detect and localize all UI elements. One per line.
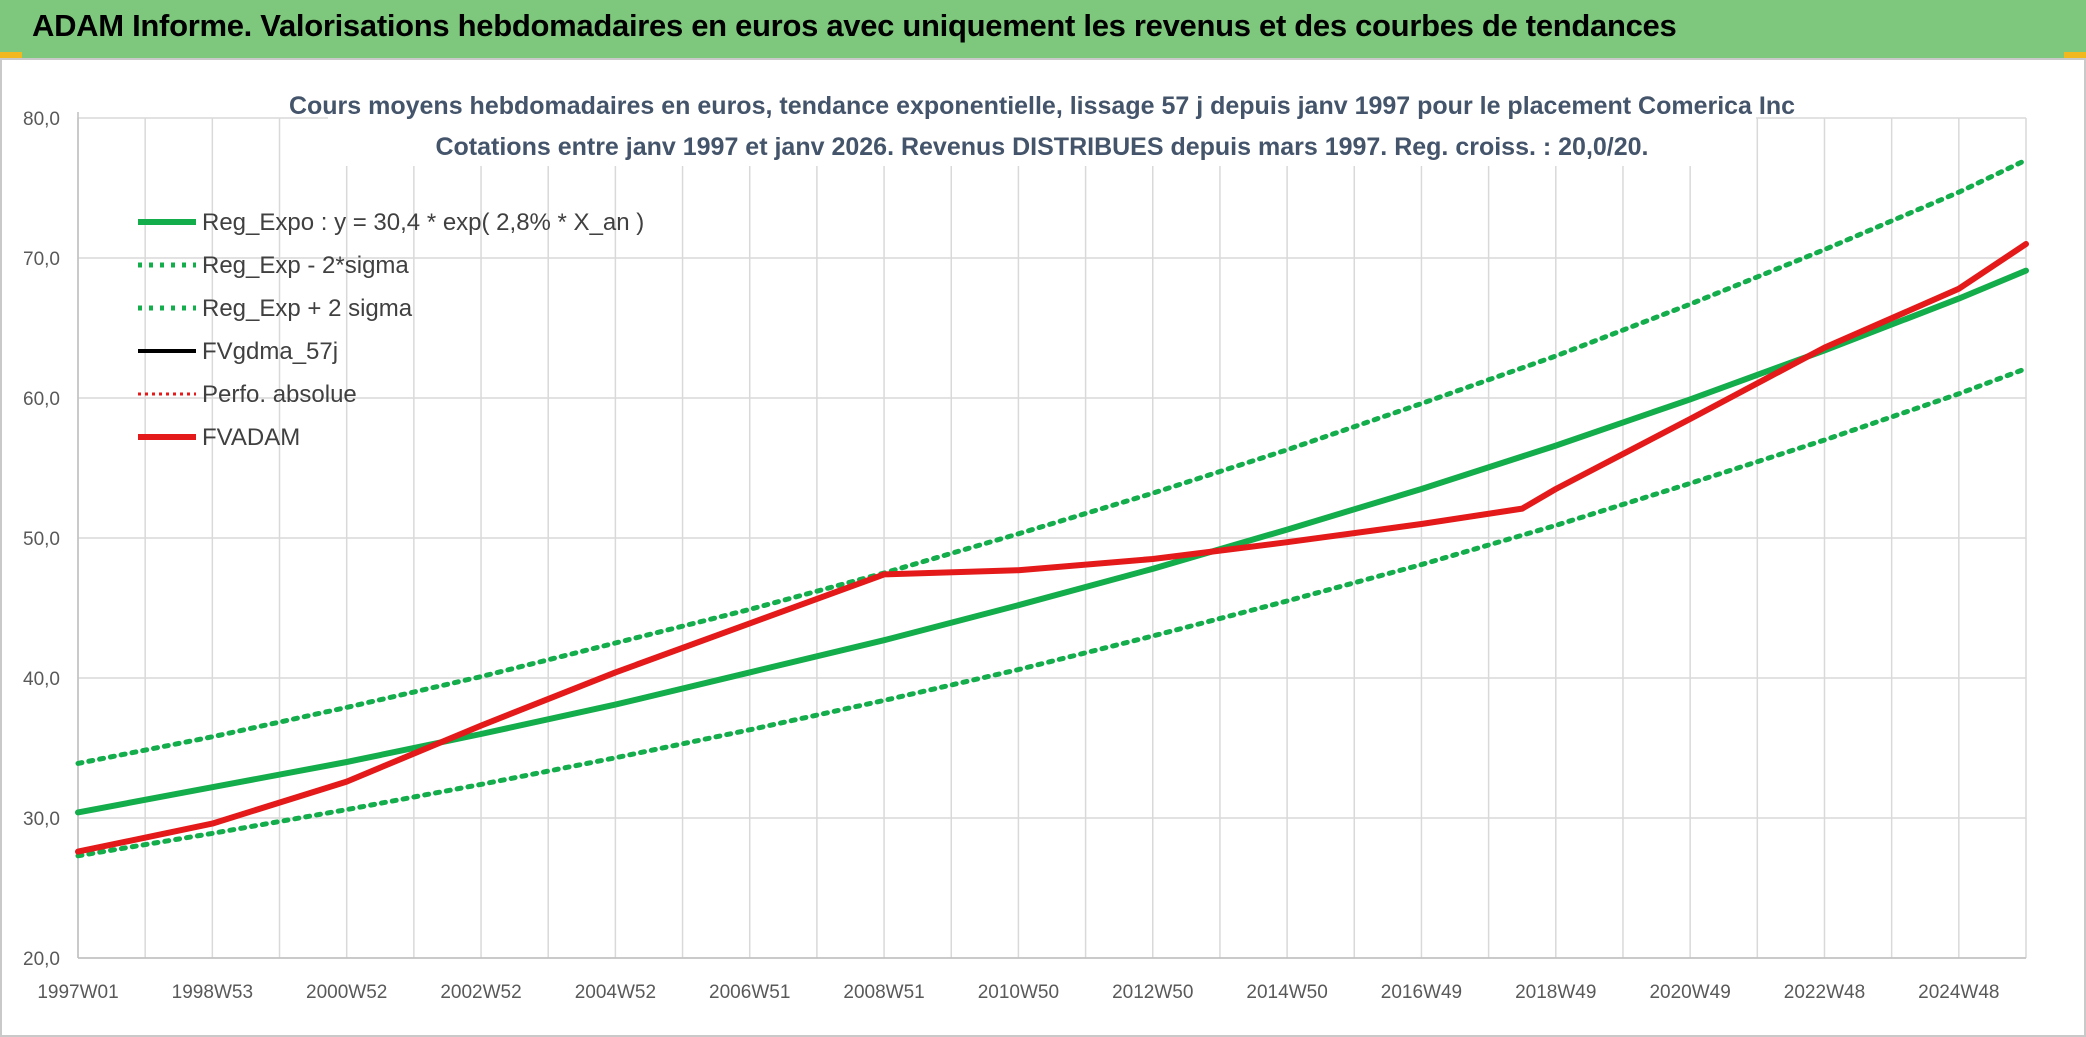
title-layer: Cours moyens hebdomadaires en euros, ten…	[289, 86, 1795, 166]
x-tick-label: 2020W49	[1649, 982, 1730, 1003]
x-tick-label: 2018W49	[1515, 982, 1596, 1003]
chart-title: Cours moyens hebdomadaires en euros, ten…	[289, 92, 1795, 120]
page-title: ADAM Informe. Valorisations hebdomadaire…	[32, 8, 1677, 43]
chart-subtitle: Cotations entre janv 1997 et janv 2026. …	[435, 133, 1648, 161]
legend-label: Reg_Exp + 2 sigma	[202, 295, 413, 322]
x-tick-label: 2014W50	[1246, 982, 1327, 1003]
chart-frame	[0, 58, 2086, 1037]
series-line-1	[75, 267, 2029, 816]
series-line-2	[75, 366, 2029, 859]
x-tick-label: 2000W52	[306, 982, 387, 1003]
x-tick-label: 1997W01	[37, 982, 118, 1003]
axis-layer: 20,0 30,0 40,0 50,0 60,0 70,0 80,0 1997W01 1998W…	[23, 109, 2026, 1003]
title-banner: ADAM Informe. Valorisations hebdomadaire…	[0, 0, 2086, 58]
x-tick-label: 2022W48	[1784, 982, 1865, 1003]
y-tick-label: 30,0	[23, 809, 60, 830]
y-tick-label: 20,0	[23, 949, 60, 970]
x-tick-label: 1998W53	[172, 982, 253, 1003]
x-tick-label: 2006W51	[709, 982, 790, 1003]
y-tick-label: 50,0	[23, 529, 60, 550]
y-tick-label: 60,0	[23, 389, 60, 410]
corner-mark-right	[2064, 52, 2086, 58]
legend-label: Perfo. absolue	[202, 381, 357, 408]
y-tick-label: 70,0	[23, 249, 60, 270]
series-line-3	[75, 157, 2029, 766]
x-tick-label: 2010W50	[978, 982, 1059, 1003]
legend-label: FVgdma_57j	[202, 338, 338, 365]
title-background	[328, 86, 1756, 166]
legend-label: Reg_Expo : y = 30,4 * exp( 2,8% * X_an )	[202, 209, 644, 236]
x-tick-label: 2016W49	[1381, 982, 1462, 1003]
series-layer	[75, 157, 2029, 859]
legend-label: Reg_Exp - 2*sigma	[202, 252, 409, 279]
legend-label: FVADAM	[202, 424, 300, 451]
y-tick-label: 80,0	[23, 109, 60, 130]
grid-layer	[77, 117, 2027, 959]
x-tick-label: 2008W51	[843, 982, 924, 1003]
series-line-6	[75, 241, 2029, 855]
x-tick-label: 2002W52	[440, 982, 521, 1003]
x-tick-label: 2004W52	[575, 982, 656, 1003]
corner-mark-left	[0, 52, 22, 58]
y-tick-label: 40,0	[23, 669, 60, 690]
legend: Reg_Expo : y = 30,4 * exp( 2,8% * X_an )…	[138, 209, 644, 451]
x-tick-label: 2024W48	[1918, 982, 1999, 1003]
x-tick-label: 2012W50	[1112, 982, 1193, 1003]
